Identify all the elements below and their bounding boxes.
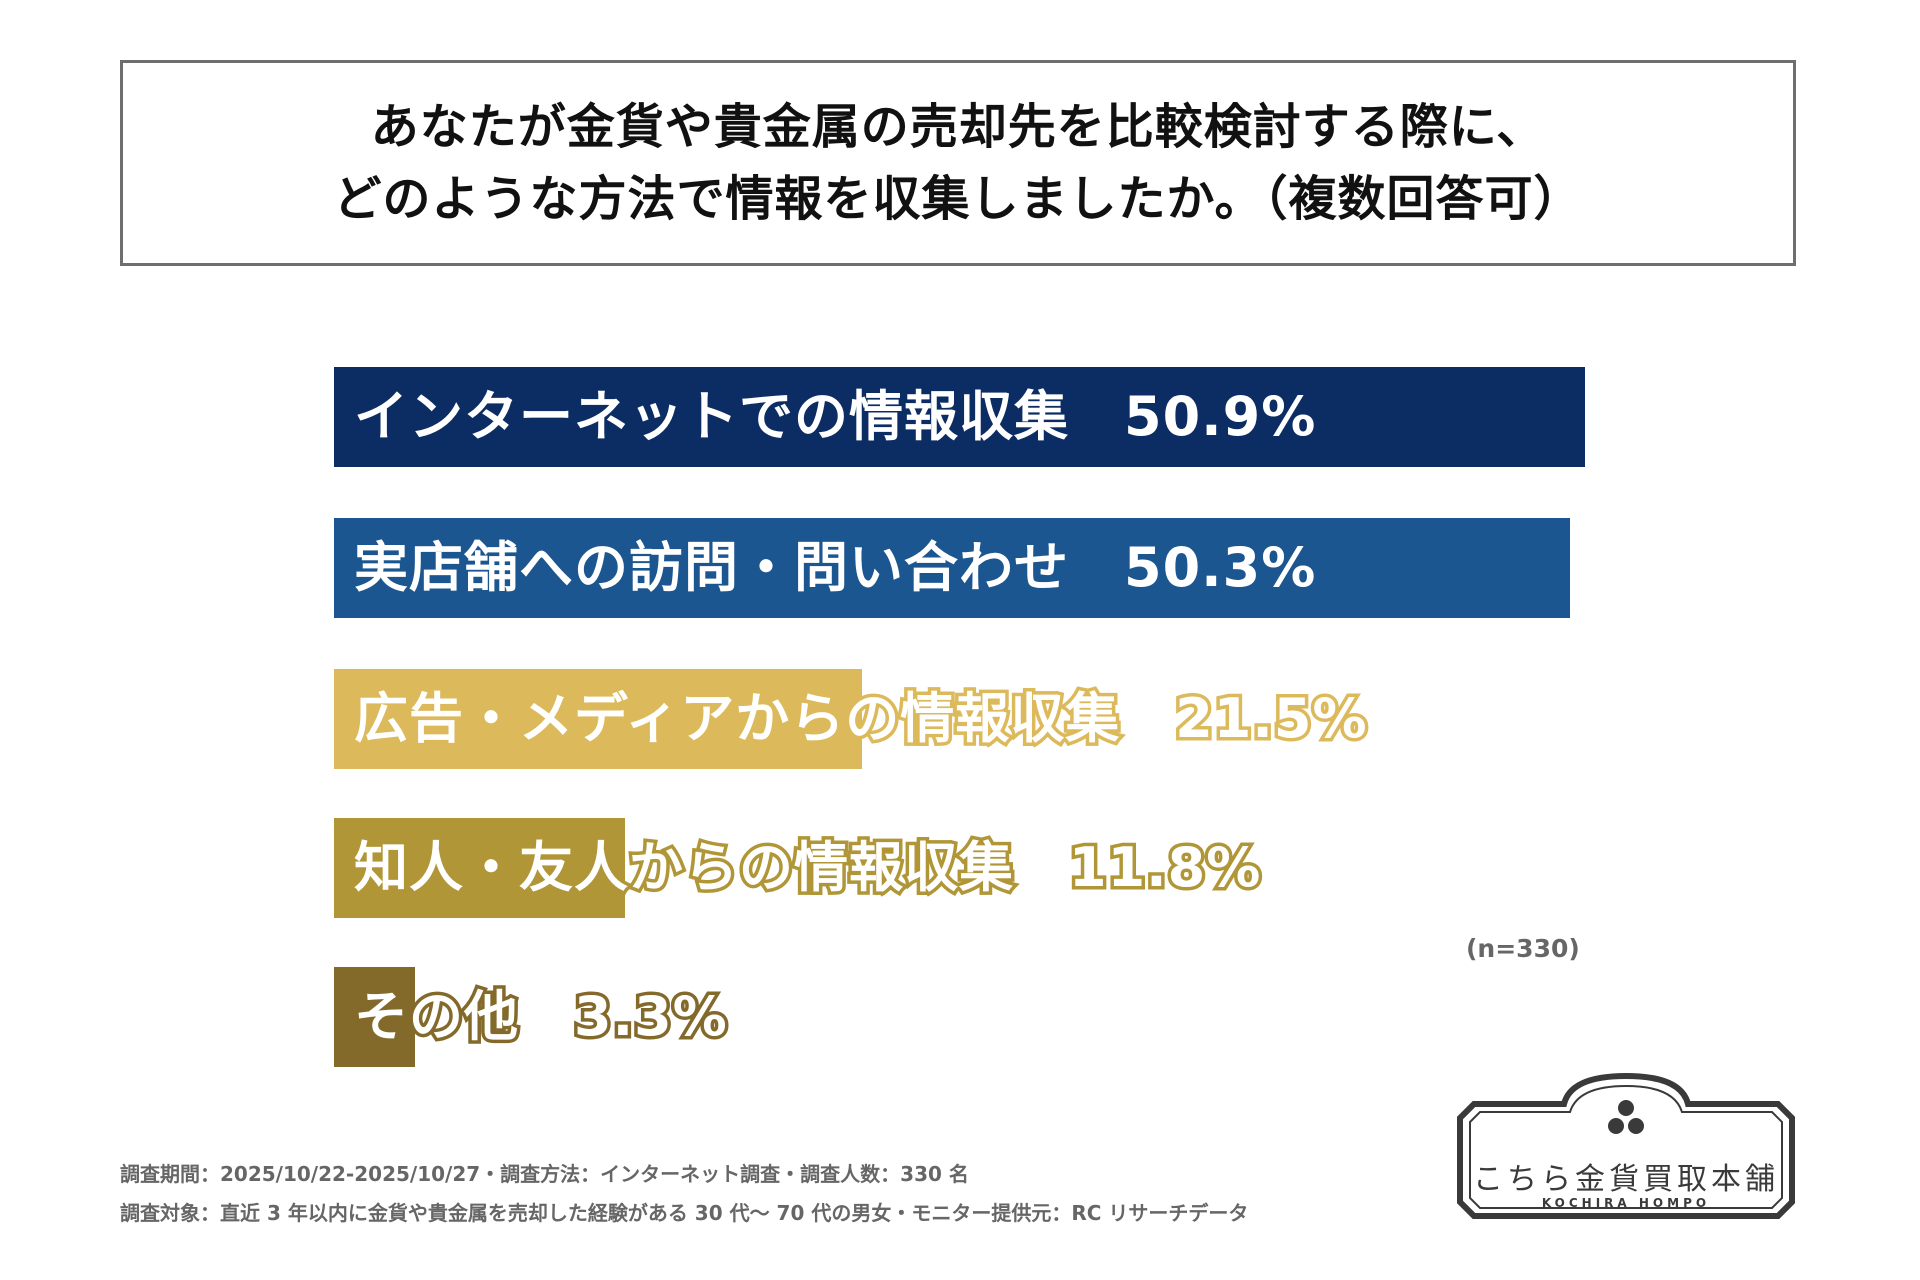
bar-row-other: その他 3.3%: [334, 967, 934, 1067]
bar-row-ads-media: 広告・メディアからの情報収集 21.5%: [334, 669, 1434, 769]
bar-internet: [334, 367, 1585, 467]
brand-logo: こちら金貨買取本舗 KOCHIRA HOMPO: [1446, 1072, 1806, 1224]
bar-friends: [334, 818, 625, 918]
bar-row-store-visit: 実店舗への訪問・問い合わせ 50.3%: [334, 518, 1570, 618]
bar-row-internet: インターネットでの情報収集 50.9%: [334, 367, 1585, 467]
bar-label-ads-media: 広告・メディアからの情報収集 21.5%: [351, 684, 1371, 754]
bar-store-visit: [334, 518, 1570, 618]
title-line-2: どのような方法で情報を収集しましたか。（複数回答可）: [333, 171, 1583, 227]
bar-label-store-visit: 実店舗への訪問・問い合わせ 50.3%: [354, 536, 1317, 599]
question-title-box: あなたが金貨や貴金属の売却先を比較検討する際に、 どのような方法で情報を収集しま…: [120, 60, 1796, 266]
logo-name-en: KOCHIRA HOMPO: [1541, 1196, 1711, 1210]
logo-frame-icon: [1457, 1072, 1795, 1219]
bar-label-internet: インターネットでの情報収集 50.9%: [354, 385, 1317, 448]
bar-other: [334, 967, 415, 1067]
bar-label-friends: 知人・友人からの情報収集 11.8%: [350, 833, 1263, 903]
logo-name-jp: こちら金貨買取本舗: [1473, 1162, 1779, 1197]
bar-row-friends: 知人・友人からの情報収集 11.8%: [334, 818, 1434, 918]
title-line-1: あなたが金貨や貴金属の売却先を比較検討する際に、: [370, 99, 1546, 155]
footnote-survey-target: 調査対象：直近 3 年以内に金貨や貴金属を売却した経験がある 30 代～ 70 …: [120, 1201, 1249, 1225]
logo-coin-icon: [1618, 1100, 1634, 1116]
bar-label-other: その他 3.3%: [351, 982, 731, 1052]
footnote-survey-period: 調査期間：2025/10/22-2025/10/27・調査方法：インターネット調…: [120, 1162, 969, 1186]
bar-ads-media: [334, 669, 862, 769]
sample-size-note: (n=330): [1466, 934, 1580, 963]
